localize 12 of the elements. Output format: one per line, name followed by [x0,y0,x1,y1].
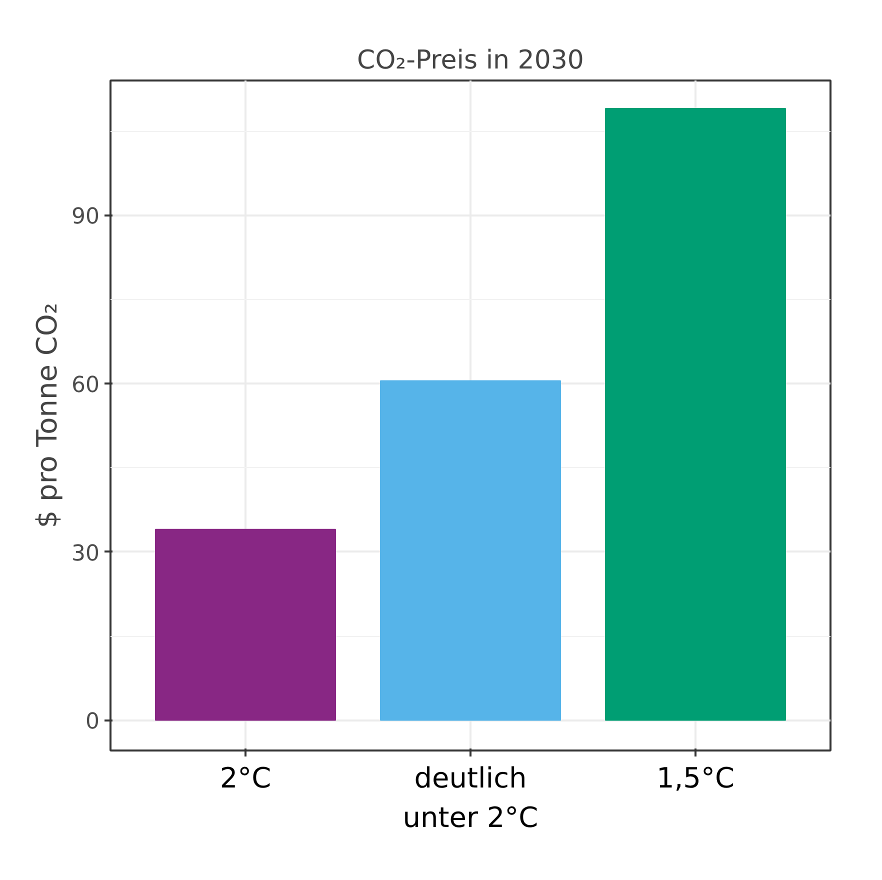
bar [155,528,336,721]
bar [380,380,561,721]
y-axis-title: $ pro Tonne CO₂ [30,302,64,528]
x-tick-label: deutlich unter 2°C [402,762,538,834]
y-tick-label: 30 [72,541,100,566]
y-tick-label: 90 [72,204,100,230]
x-tick-label: 2°C [220,762,272,794]
x-tick-label: 1,5°C [656,762,735,794]
bar [605,108,786,721]
y-tick-label: 0 [86,710,100,735]
y-tick-label: 60 [72,373,100,398]
chart-title: CO₂-Preis in 2030 [357,46,584,76]
